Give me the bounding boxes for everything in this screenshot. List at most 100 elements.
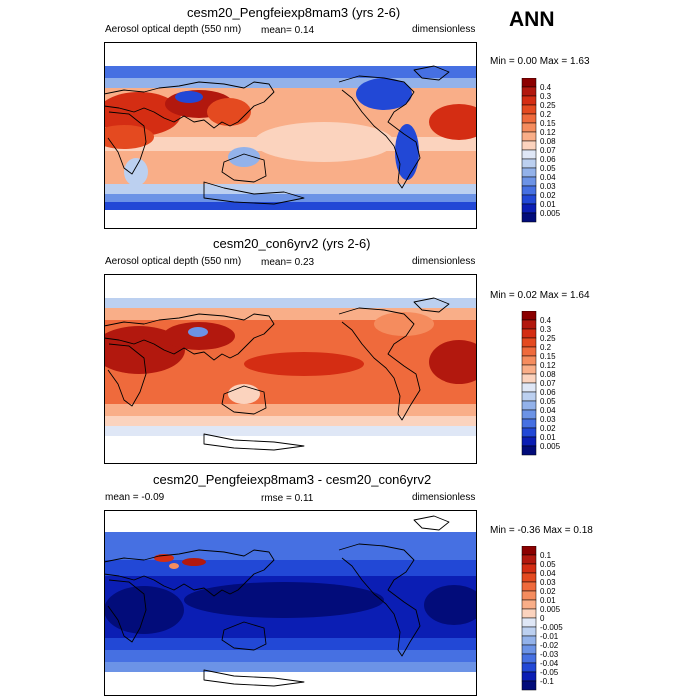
colorbar-box [521, 185, 537, 196]
panel-3-minmax: Min = -0.36 Max = 0.18 [490, 525, 593, 536]
colorbar-tick-label: 0.02 [540, 587, 556, 596]
colorbar-tick-label: 0.02 [540, 191, 556, 200]
panel-2-units-label: dimensionless [412, 256, 476, 267]
season-label: ANN [509, 8, 555, 31]
colorbar-box [521, 158, 537, 169]
colorbar-box [521, 445, 537, 456]
colorbar-tick-label: 0.15 [540, 352, 556, 361]
colorbar-tick-label: 0.4 [540, 83, 552, 92]
colorbar-box [521, 635, 537, 646]
panel-2-title: cesm20_con6yrv2 (yrs 2-6) [213, 236, 371, 251]
colorbar-box [521, 563, 537, 574]
colorbar-box [521, 671, 537, 682]
colorbar-box [521, 311, 537, 321]
colorbar-tick-label: 0.01 [540, 596, 556, 605]
colorbar-tick-label: -0.01 [540, 632, 559, 641]
colorbar-box [521, 86, 537, 97]
panel-3-mean-label: mean = -0.09 [105, 492, 165, 503]
colorbar-tick-label: 0.1 [540, 551, 552, 560]
panel-3-title: cesm20_Pengfeiexp8mam3 - cesm20_con6yrv2 [153, 472, 432, 487]
colorbar-box [521, 212, 537, 223]
panel-2-mean-label: mean= 0.23 [261, 257, 315, 268]
colorbar-box [521, 131, 537, 142]
colorbar-tick-label: -0.04 [540, 659, 559, 668]
panel-1-variable-label: Aerosol optical depth (550 nm) [105, 24, 242, 35]
colorbar-box [521, 78, 537, 88]
colorbar-box [521, 608, 537, 619]
colorbar-box [521, 436, 537, 447]
colorbar-tick-label: 0.04 [540, 173, 556, 182]
colorbar-tick-label: 0.07 [540, 379, 556, 388]
colorbar-tick-label: 0.12 [540, 361, 556, 370]
colorbar-box [521, 122, 537, 133]
colorbar-box [521, 644, 537, 655]
colorbar-box [521, 337, 537, 348]
colorbar-box [521, 95, 537, 106]
colorbar-tick-label: -0.1 [540, 677, 554, 686]
panel-1-units-label: dimensionless [412, 24, 476, 35]
panel-1-minmax: Min = 0.00 Max = 1.63 [490, 56, 590, 67]
colorbar-tick-label: -0.03 [540, 650, 559, 659]
colorbar-box [521, 581, 537, 592]
colorbar-tick-label: 0.2 [540, 110, 552, 119]
colorbar-box [521, 382, 537, 393]
panel-3-units-label: dimensionless [412, 492, 476, 503]
colorbar-tick-label: 0.2 [540, 343, 552, 352]
colorbar-tick-label: 0.08 [540, 370, 556, 379]
colorbar-box [521, 328, 537, 339]
colorbar-box [521, 554, 537, 565]
panel-1-colorbar: 0.40.30.250.20.150.120.080.070.060.050.0… [521, 78, 561, 223]
colorbar-box [521, 346, 537, 357]
colorbar-tick-label: -0.005 [540, 623, 563, 632]
colorbar-tick-label: 0.25 [540, 101, 556, 110]
colorbar-tick-label: 0.03 [540, 578, 556, 587]
colorbar-box [521, 617, 537, 628]
colorbar-tick-label: 0.07 [540, 146, 556, 155]
panel-1-title: cesm20_Pengfeiexp8mam3 (yrs 2-6) [187, 5, 401, 20]
colorbar-tick-label: 0.01 [540, 200, 556, 209]
panel-1-mean-label: mean= 0.14 [261, 25, 315, 36]
panel-2-map [104, 274, 477, 464]
colorbar-box [521, 391, 537, 402]
colorbar-box [521, 149, 537, 160]
colorbar-box [521, 194, 537, 205]
colorbar-box [521, 400, 537, 411]
colorbar-tick-label: 0 [540, 614, 545, 623]
colorbar-tick-label: 0.005 [540, 442, 561, 451]
colorbar-box [521, 626, 537, 637]
colorbar-tick-label: 0.02 [540, 424, 556, 433]
colorbar-box [521, 113, 537, 124]
colorbar-tick-label: 0.03 [540, 182, 556, 191]
colorbar-box [521, 653, 537, 664]
panel-3-colorbar: 0.10.050.040.030.020.010.0050-0.005-0.01… [521, 546, 563, 691]
colorbar-box [521, 176, 537, 187]
colorbar-box [521, 167, 537, 178]
colorbar-tick-label: 0.005 [540, 209, 561, 218]
panel-3-map [104, 510, 477, 696]
colorbar-tick-label: 0.15 [540, 119, 556, 128]
colorbar-box [521, 546, 537, 556]
colorbar-tick-label: 0.25 [540, 334, 556, 343]
colorbar-box [521, 590, 537, 601]
colorbar-box [521, 140, 537, 151]
colorbar-box [521, 373, 537, 384]
colorbar-box [521, 364, 537, 375]
colorbar-tick-label: 0.08 [540, 137, 556, 146]
colorbar-box [521, 599, 537, 610]
colorbar-tick-label: 0.04 [540, 569, 556, 578]
colorbar-tick-label: 0.005 [540, 605, 561, 614]
panel-3-rmse-label: rmse = 0.11 [261, 493, 314, 504]
colorbar-box [521, 203, 537, 214]
colorbar-tick-label: -0.05 [540, 668, 559, 677]
colorbar-box [521, 418, 537, 429]
colorbar-box [521, 355, 537, 366]
colorbar-tick-label: 0.06 [540, 155, 556, 164]
panel-2-minmax: Min = 0.02 Max = 1.64 [490, 290, 590, 301]
colorbar-tick-label: 0.05 [540, 397, 556, 406]
colorbar-box [521, 104, 537, 115]
colorbar-tick-label: 0.05 [540, 560, 556, 569]
colorbar-box [521, 319, 537, 330]
colorbar-tick-label: 0.03 [540, 415, 556, 424]
colorbar-tick-label: 0.12 [540, 128, 556, 137]
colorbar-tick-label: 0.06 [540, 388, 556, 397]
